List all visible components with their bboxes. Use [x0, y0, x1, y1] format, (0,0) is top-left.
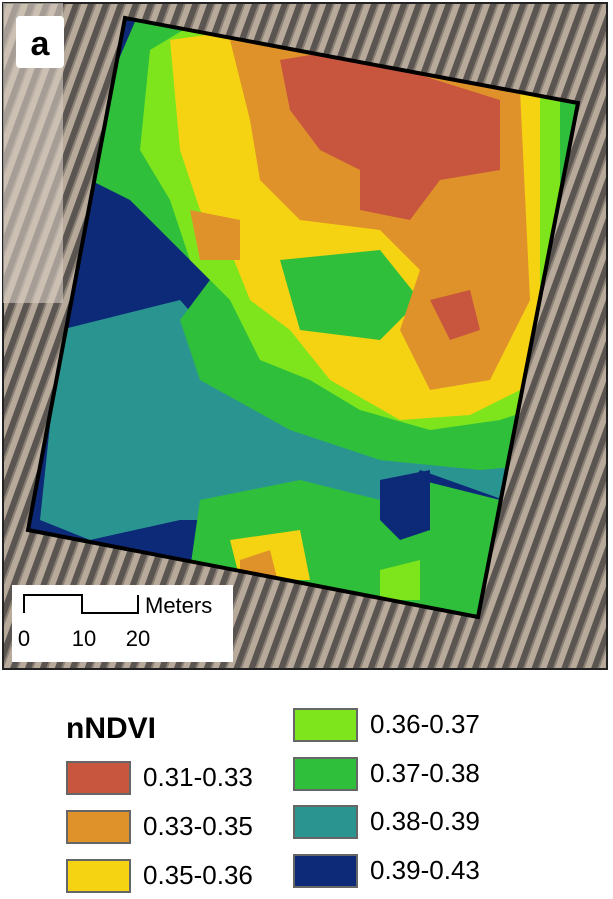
- legend-swatch: [293, 805, 358, 839]
- legend-swatch: [293, 757, 358, 791]
- legend-swatch: [293, 854, 358, 888]
- legend-title: nNDVI: [66, 712, 156, 745]
- legend-label: 0.36-0.37: [370, 709, 480, 739]
- legend-label: 0.33-0.35: [143, 811, 253, 841]
- map: a Meters 0 10 20: [2, 2, 608, 670]
- panel-label-bg: [16, 16, 64, 68]
- scale-bar-box: [12, 585, 233, 662]
- scale-label: 0: [18, 626, 30, 651]
- legend-label: 0.37-0.38: [370, 758, 480, 788]
- scale-unit: Meters: [145, 593, 212, 618]
- scale-label: 20: [126, 626, 150, 651]
- legend-label: 0.38-0.39: [370, 806, 480, 836]
- legend-label: 0.31-0.33: [143, 762, 253, 792]
- field-boundary: [25, 15, 581, 620]
- legend-swatch: [66, 810, 131, 844]
- legend-label: 0.39-0.43: [370, 855, 480, 885]
- legend-swatch: [293, 708, 358, 742]
- legend-label: 0.35-0.36: [143, 860, 253, 890]
- scale-bar: [23, 594, 139, 614]
- legend: nNDVI 0.31-0.33 0.33-0.35 0.35-0.36 0.36-0.…: [66, 708, 480, 893]
- panel-label: a: [31, 25, 51, 63]
- nndvi-raster: [28, 18, 578, 617]
- scale-label: 10: [72, 626, 96, 651]
- legend-swatch: [66, 859, 131, 893]
- legend-swatch: [66, 761, 131, 795]
